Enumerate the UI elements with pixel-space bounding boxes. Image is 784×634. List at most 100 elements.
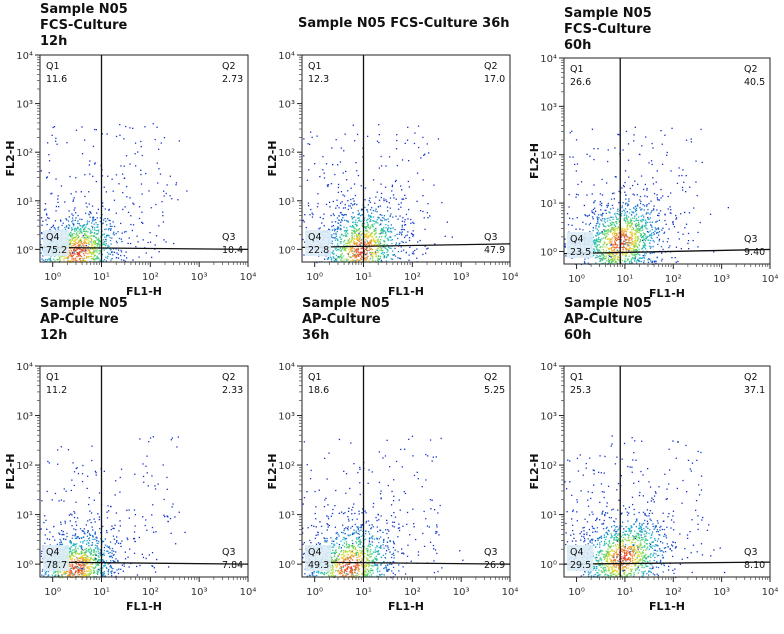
event-point [345, 134, 346, 135]
event-point [643, 216, 644, 217]
event-point [666, 224, 667, 225]
event-point [78, 255, 79, 256]
event-point [638, 254, 639, 255]
event-point [683, 182, 684, 183]
event-point [91, 232, 92, 233]
event-point [58, 227, 59, 228]
event-point [657, 237, 658, 238]
event-point [670, 170, 671, 171]
event-point [118, 543, 119, 544]
event-point [663, 233, 664, 234]
event-point [102, 567, 103, 568]
event-point [340, 161, 341, 162]
event-point [111, 550, 112, 551]
event-point [611, 244, 612, 245]
event-point [641, 175, 642, 176]
event-point [49, 462, 50, 463]
event-point [87, 231, 88, 232]
event-point [384, 241, 385, 242]
event-point [317, 203, 318, 204]
event-point [651, 212, 652, 213]
event-point [81, 565, 82, 566]
event-point [60, 524, 61, 525]
event-point [89, 203, 90, 204]
event-point [377, 241, 378, 242]
event-point [592, 216, 593, 217]
event-point [71, 230, 72, 231]
event-point [80, 228, 81, 229]
event-point [341, 255, 342, 256]
event-point [608, 226, 609, 227]
event-point [45, 219, 46, 220]
event-point [76, 229, 77, 230]
event-point [628, 204, 629, 205]
event-point [95, 242, 96, 243]
quadrant-label: Q4 [308, 232, 322, 243]
event-point [330, 573, 331, 574]
event-point [385, 227, 386, 228]
event-point [565, 243, 566, 244]
event-point [345, 207, 346, 208]
event-point [317, 534, 318, 535]
event-point [138, 256, 139, 257]
event-point [85, 231, 86, 232]
event-point [303, 155, 304, 156]
event-point [602, 215, 603, 216]
event-point [375, 249, 376, 250]
event-point [642, 230, 643, 231]
event-point [604, 231, 605, 232]
event-point [367, 219, 368, 220]
event-point [594, 208, 595, 209]
event-point [334, 174, 335, 175]
event-point [624, 217, 625, 218]
event-point [633, 244, 634, 245]
event-point [74, 517, 75, 518]
event-point [646, 204, 647, 205]
event-point [633, 258, 634, 259]
event-point [647, 259, 648, 260]
event-point [61, 499, 62, 500]
event-point [60, 220, 61, 221]
event-point [652, 262, 653, 263]
event-point [94, 560, 95, 561]
quadrant-percent: 11.2 [46, 385, 67, 396]
event-point [651, 233, 652, 234]
event-point [646, 253, 647, 254]
event-point [639, 199, 640, 200]
event-point [645, 236, 646, 237]
event-point [82, 556, 83, 557]
y-tick-label: 10³ [278, 100, 295, 111]
event-point [42, 571, 43, 572]
event-point [606, 231, 607, 232]
event-point [124, 231, 125, 232]
event-point [161, 201, 162, 202]
event-point [654, 241, 655, 242]
event-point [645, 227, 646, 228]
event-point [595, 211, 596, 212]
y-axis-label: FL2-H [4, 454, 17, 490]
event-point [76, 553, 77, 554]
event-point [120, 250, 121, 251]
event-point [141, 222, 142, 223]
event-point [400, 185, 401, 186]
event-point [616, 176, 617, 177]
event-point [372, 258, 373, 259]
event-point [41, 225, 42, 226]
event-point [591, 210, 592, 211]
event-point [382, 252, 383, 253]
event-point [324, 540, 325, 541]
event-point [337, 240, 338, 241]
event-point [370, 258, 371, 259]
event-point [605, 226, 606, 227]
event-point [106, 241, 107, 242]
quadrant-percent: 26.6 [570, 77, 591, 88]
event-point [594, 200, 595, 201]
event-point [688, 240, 689, 241]
event-point [652, 147, 653, 148]
event-point [399, 244, 400, 245]
event-point [146, 558, 147, 559]
event-point [111, 571, 112, 572]
event-point [340, 259, 341, 260]
plot-frame [40, 366, 248, 577]
